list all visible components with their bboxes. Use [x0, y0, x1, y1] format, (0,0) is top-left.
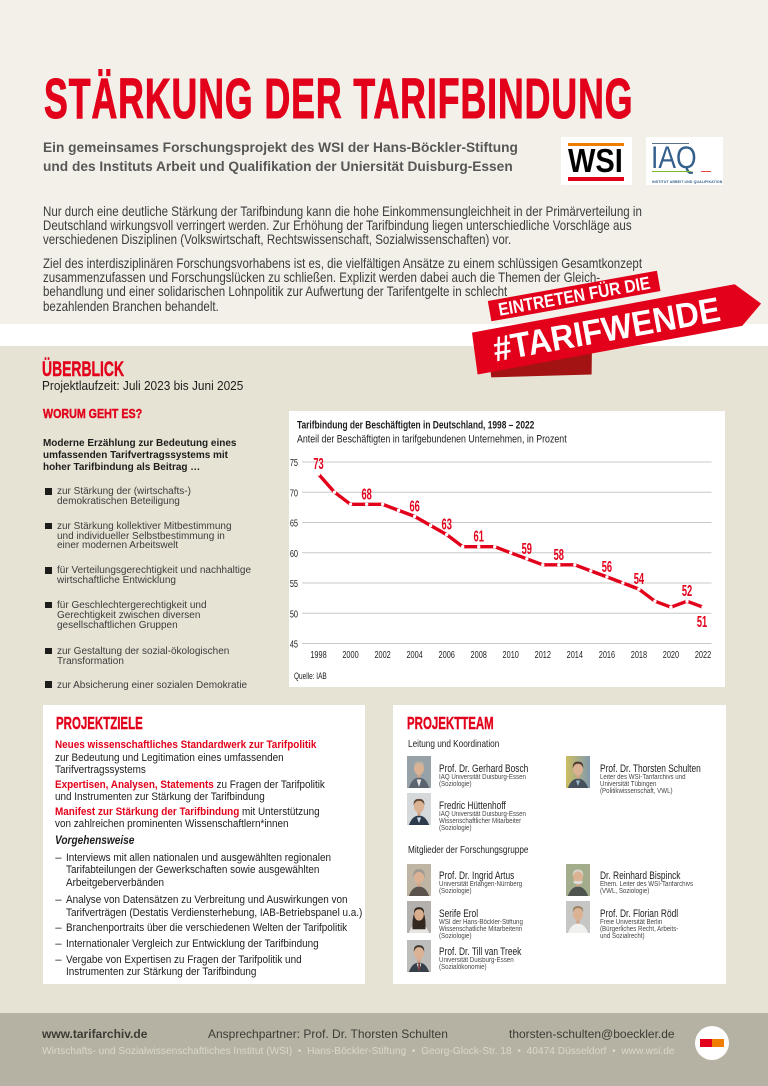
svg-text:68: 68	[361, 485, 371, 503]
svg-text:2014: 2014	[567, 649, 583, 661]
svg-text:75: 75	[290, 457, 298, 469]
svg-text:59: 59	[522, 539, 532, 557]
svg-text:1998: 1998	[310, 649, 326, 661]
svg-text:2008: 2008	[471, 649, 487, 661]
svg-text:63: 63	[442, 515, 452, 533]
svg-text:2022: 2022	[695, 649, 711, 661]
svg-text:2004: 2004	[406, 649, 422, 661]
svg-text:51: 51	[697, 612, 707, 630]
svg-text:56: 56	[602, 557, 612, 575]
svg-text:50: 50	[290, 608, 298, 620]
svg-text:70: 70	[290, 487, 298, 499]
svg-text:2006: 2006	[439, 649, 455, 661]
svg-text:2020: 2020	[663, 649, 679, 661]
svg-text:2012: 2012	[535, 649, 551, 661]
svg-text:2016: 2016	[599, 649, 615, 661]
svg-text:Anteil der Beschäftigten in ta: Anteil der Beschäftigten in tarifgebunde…	[297, 433, 567, 445]
svg-text:58: 58	[554, 545, 564, 563]
svg-text:Quelle: IAB: Quelle: IAB	[294, 671, 327, 681]
svg-text:73: 73	[313, 455, 323, 473]
svg-text:2010: 2010	[503, 649, 519, 661]
svg-text:61: 61	[474, 527, 484, 545]
svg-text:54: 54	[634, 570, 645, 588]
svg-text:2002: 2002	[374, 649, 390, 661]
svg-text:66: 66	[409, 497, 419, 515]
svg-text:2000: 2000	[342, 649, 358, 661]
svg-text:65: 65	[290, 517, 298, 529]
svg-text:2018: 2018	[631, 649, 647, 661]
svg-text:52: 52	[682, 582, 692, 600]
svg-text:Tarifbindung der Beschäftigten: Tarifbindung der Beschäftigten in Deutsc…	[297, 420, 535, 432]
svg-text:45: 45	[290, 638, 298, 650]
svg-text:60: 60	[290, 547, 298, 559]
svg-text:55: 55	[290, 578, 298, 590]
